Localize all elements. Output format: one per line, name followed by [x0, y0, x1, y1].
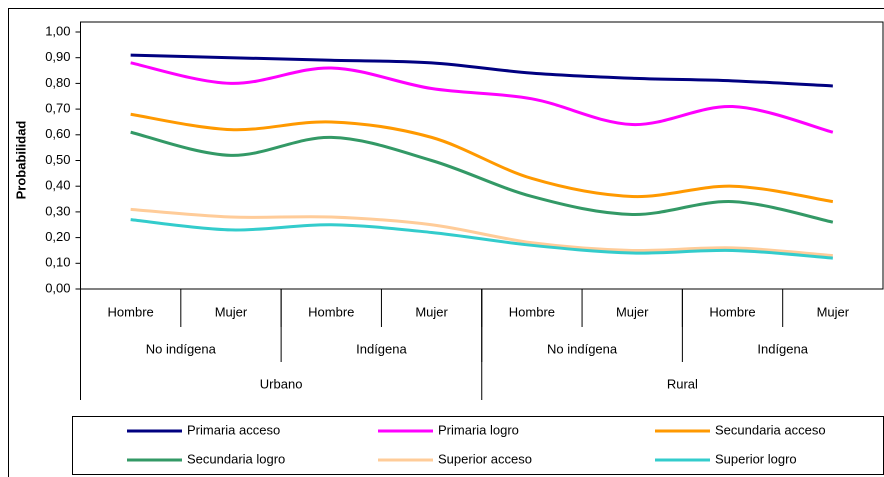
- y-tick-label: 0,40: [45, 178, 70, 193]
- series-line: [130, 207, 833, 258]
- supergroup-label: Urbano: [260, 376, 303, 391]
- series-line: [130, 61, 834, 134]
- group-label: Indígena: [356, 341, 407, 356]
- y-tick-label: 0,10: [45, 255, 70, 270]
- legend-label: Primaria logro: [438, 422, 519, 437]
- x-tick-label: Hombre: [709, 304, 755, 319]
- y-tick-label: 0,70: [45, 101, 70, 116]
- y-tick-label: 1,00: [45, 23, 70, 38]
- y-tick-label: 0,00: [45, 280, 70, 295]
- x-tick-label: Mujer: [415, 304, 448, 319]
- series-line: [130, 218, 833, 260]
- x-tick-label: Mujer: [215, 304, 248, 319]
- x-tick-label: Hombre: [308, 304, 354, 319]
- legend-label: Superior acceso: [438, 451, 532, 466]
- x-tick-label: Hombre: [509, 304, 555, 319]
- series-line: [130, 130, 834, 224]
- y-tick-label: 0,60: [45, 126, 70, 141]
- y-tick-label: 0,20: [45, 229, 70, 244]
- group-label: No indígena: [547, 341, 618, 356]
- group-label: No indígena: [146, 341, 217, 356]
- supergroup-label: Rural: [667, 376, 698, 391]
- y-axis-label: Probabilidad: [13, 121, 28, 200]
- x-tick-label: Hombre: [108, 304, 154, 319]
- y-tick-label: 0,80: [45, 75, 70, 90]
- legend-label: Superior logro: [715, 451, 797, 466]
- y-tick-label: 0,50: [45, 152, 70, 167]
- x-tick-label: Mujer: [616, 304, 649, 319]
- x-tick-label: Mujer: [817, 304, 850, 319]
- legend-label: Primaria acceso: [187, 422, 280, 437]
- legend-label: Secundaria acceso: [715, 422, 826, 437]
- group-label: Indígena: [757, 341, 808, 356]
- y-tick-label: 0,30: [45, 203, 70, 218]
- series-line: [130, 53, 833, 88]
- legend: [72, 416, 884, 475]
- series-line: [130, 112, 834, 204]
- y-tick-label: 0,90: [45, 49, 70, 64]
- legend-label: Secundaria logro: [187, 451, 285, 466]
